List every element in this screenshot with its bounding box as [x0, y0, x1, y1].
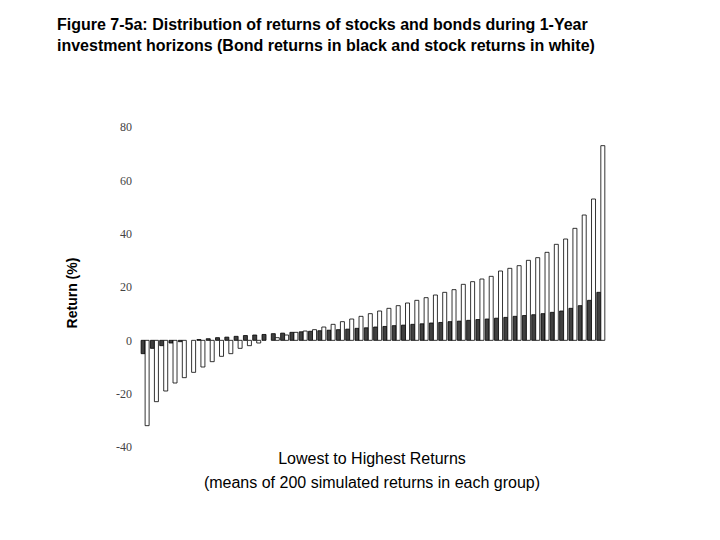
svg-text:0: 0 [126, 334, 132, 348]
svg-text:80: 80 [120, 120, 132, 134]
html-text:Lowest to Highest Returns: Lowest to Highest Returns [278, 450, 466, 467]
html-text:Return (%): Return (%) [64, 257, 80, 329]
svg-text:40: 40 [120, 227, 132, 241]
svg-text:-40: -40 [116, 440, 132, 454]
svg-text:-20: -20 [116, 387, 132, 401]
html-text:(means of 200 simulated return: (means of 200 simulated returns in each … [203, 474, 541, 491]
svg-text:60: 60 [120, 174, 132, 188]
html-text:Figure 7-5a: Distribution of r: Figure 7-5a: Distribution of returns of … [57, 16, 595, 54]
svg-text:20: 20 [120, 280, 132, 294]
